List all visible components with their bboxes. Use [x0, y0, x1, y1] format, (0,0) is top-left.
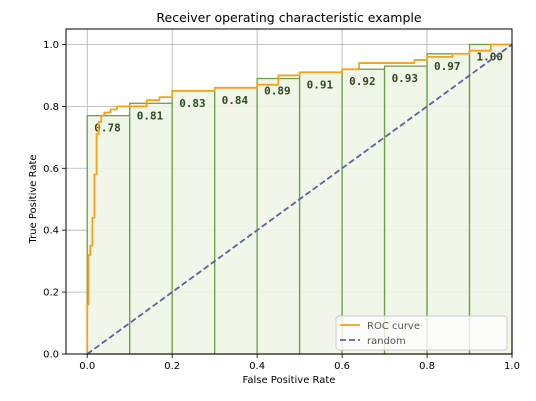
bars [86, 43, 513, 355]
y-tick-label: 0.4 [43, 226, 59, 237]
bar-label: 0.81 [137, 109, 164, 122]
legend-entry-roc: ROC curve [367, 321, 420, 332]
bar [468, 43, 513, 355]
bar-label: 0.92 [349, 75, 376, 88]
bar-label: 0.93 [392, 72, 419, 85]
y-tick-label: 0.6 [43, 164, 59, 175]
legend: ROC curve random [335, 315, 508, 351]
bar-labels: 0.78 0.81 0.83 0.84 0.89 0.91 0.92 0.93 0.97 1.00 [94, 50, 503, 134]
x-tick-label: 0.6 [334, 361, 350, 372]
bar [383, 65, 428, 355]
chart-title: Receiver operating characteristic exampl… [156, 10, 422, 25]
bar [341, 68, 386, 355]
bar-label: 1.00 [477, 50, 504, 63]
bar-label: 0.89 [264, 85, 291, 98]
bar-label: 0.83 [179, 97, 206, 110]
bar [214, 87, 258, 355]
y-tick-label: 0.0 [43, 350, 59, 361]
bar-label: 0.91 [307, 78, 334, 91]
y-tick-label: 1.0 [43, 40, 59, 51]
y-axis-label: True Positive Rate [28, 154, 39, 244]
bar [86, 115, 131, 355]
bar [426, 53, 471, 355]
x-tick-label: 1.0 [504, 361, 520, 372]
x-tick-label: 0.8 [419, 361, 435, 372]
plot-frame [65, 28, 513, 355]
ticks: 0.0 0.2 0.4 0.6 0.8 1.0 0.0 0.2 0.4 0.6 0.8 1.0 [43, 40, 520, 372]
series-lines [86, 43, 513, 355]
x-tick-label: 0.2 [164, 361, 180, 372]
bar [129, 102, 173, 355]
y-tick-label: 0.2 [43, 288, 59, 299]
x-tick-label: 0.4 [249, 361, 265, 372]
bar-label: 0.97 [434, 60, 461, 73]
legend-entry-random: random [367, 336, 406, 347]
bar-label: 0.84 [222, 94, 249, 107]
random-line [86, 43, 513, 355]
x-axis-label: False Positive Rate [243, 375, 336, 386]
bar [256, 77, 301, 355]
bar [298, 71, 343, 355]
bar [171, 90, 216, 355]
roc-curve-line [86, 43, 512, 354]
x-tick-label: 0.0 [79, 361, 95, 372]
legend-box [335, 315, 508, 351]
bar-label: 0.78 [94, 122, 121, 135]
y-tick-label: 0.8 [43, 102, 59, 113]
